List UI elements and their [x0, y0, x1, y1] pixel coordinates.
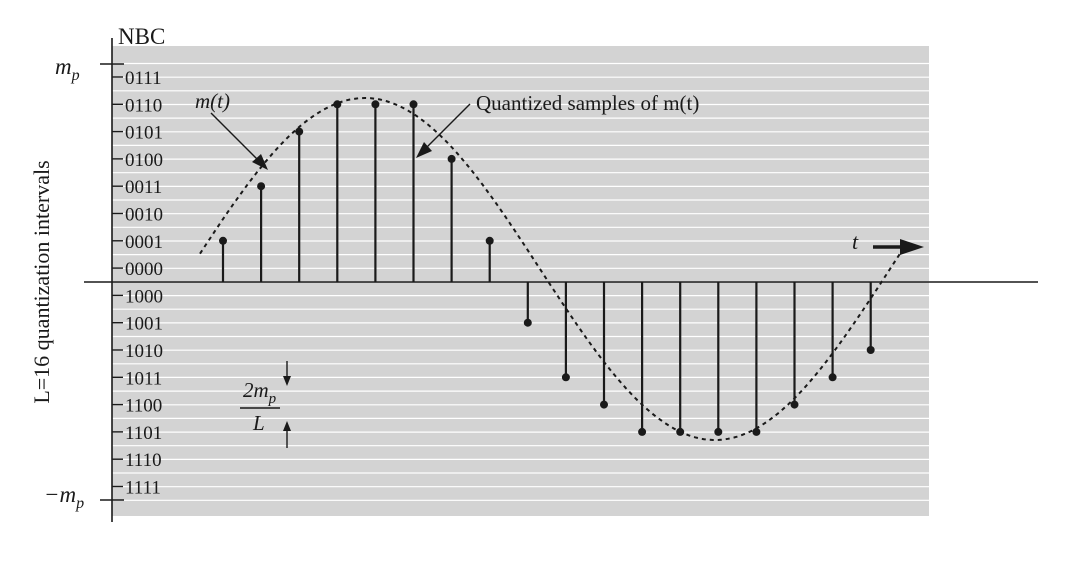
mp-bottom-letter: −m	[44, 482, 76, 507]
level-code-label: 0000	[125, 259, 163, 280]
level-code-label: 0100	[125, 150, 163, 171]
step-arrow-down-head	[283, 376, 291, 386]
sample-point	[523, 318, 532, 327]
level-code-label: 1010	[125, 341, 163, 362]
sample-point	[752, 427, 761, 436]
sample-point	[600, 400, 608, 409]
mp-top-label: mp	[55, 54, 80, 84]
step-arrow-up-head	[283, 421, 291, 431]
level-code-label: 1001	[125, 314, 163, 335]
sample-point	[866, 346, 875, 354]
sample-point	[219, 236, 227, 245]
sample-point	[790, 400, 799, 409]
level-code-label: 0110	[125, 95, 162, 116]
level-code-label: 0011	[125, 177, 162, 198]
mp-top-letter: m	[55, 54, 72, 79]
level-code-label: 1110	[125, 450, 162, 471]
samples-label: Quantized samples of m(t)	[476, 91, 699, 115]
sample-point	[714, 427, 723, 436]
y-axis-title: L=16 quantization intervals	[29, 160, 54, 403]
mp-top-subscript: p	[71, 67, 80, 84]
mp-bottom-label: −mp	[44, 482, 84, 512]
sample-point	[371, 100, 380, 109]
level-code-label: 0010	[125, 205, 163, 226]
sample-point	[409, 100, 418, 109]
quantization-panel	[112, 46, 929, 516]
level-code-label: 0111	[125, 68, 162, 89]
step-numerator-subscript: p	[268, 391, 277, 407]
mp-bottom-subscript: p	[75, 495, 84, 512]
curve-label: m(t)	[195, 89, 230, 113]
level-code-label: 0001	[125, 232, 163, 253]
level-code-label: 1101	[125, 423, 162, 444]
sample-point	[828, 373, 837, 382]
level-code-label: 1100	[125, 396, 162, 417]
samples-label-pointer	[421, 103, 471, 153]
level-code-label: 1011	[125, 368, 162, 389]
curve-pointer-arrowhead	[252, 154, 268, 170]
sample-point	[561, 373, 570, 382]
samples-pointer-arrowhead	[416, 142, 432, 158]
level-code-label: 0101	[125, 123, 163, 144]
sample-point	[638, 427, 647, 436]
time-label: t	[852, 229, 859, 254]
sample-point	[485, 236, 494, 245]
nbc-header: NBC	[118, 24, 165, 49]
step-denominator: L	[252, 411, 265, 435]
time-arrow-head	[900, 239, 924, 255]
quantized-samples	[219, 100, 875, 436]
level-code-label: 1000	[125, 286, 163, 307]
step-numerator-text: 2m	[243, 378, 269, 402]
sample-point	[257, 182, 266, 191]
level-code-label: 1111	[125, 478, 161, 499]
level-code-labels: 0111 0110 0101 0100 0011 0010 0001 0000 1000 1001…	[112, 68, 163, 499]
sample-point	[447, 154, 456, 163]
step-numerator: 2mp	[243, 378, 277, 407]
sample-point	[295, 127, 304, 136]
curve-label-pointer	[210, 112, 263, 165]
